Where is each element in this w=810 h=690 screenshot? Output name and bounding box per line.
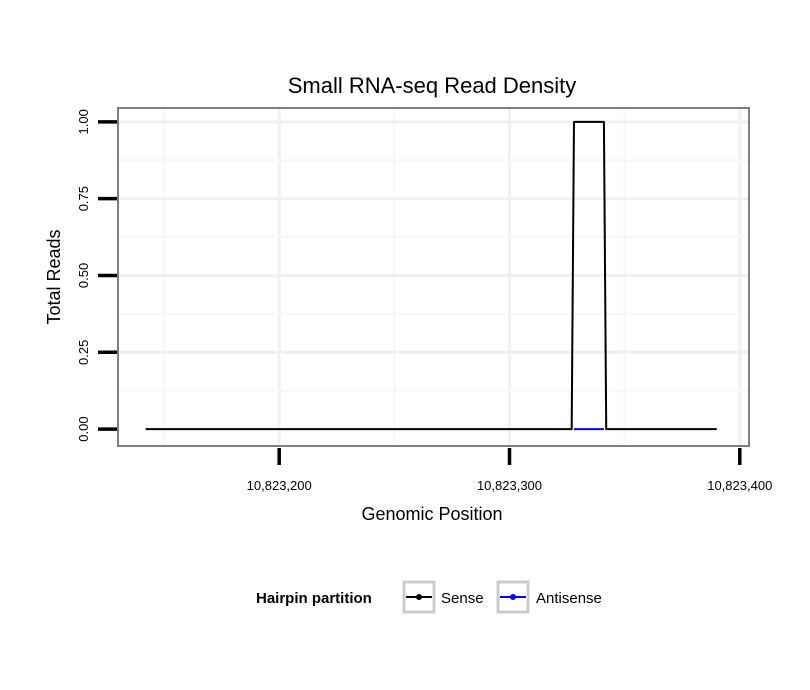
x-axis-title: Genomic Position xyxy=(361,504,502,524)
y-tick-label: 0.75 xyxy=(76,186,91,211)
grid xyxy=(119,109,748,445)
series-line-sense xyxy=(145,120,717,431)
y-axis-title: Total Reads xyxy=(44,229,64,324)
series-lines xyxy=(145,120,717,431)
legend-label-antisense: Antisense xyxy=(536,590,602,607)
legend-title: Hairpin partition xyxy=(256,590,372,607)
y-tick-label: 0.50 xyxy=(76,263,91,288)
y-tick-label: 0.00 xyxy=(76,416,91,441)
x-axis: 10,823,200 10,823,300 10,823,400 xyxy=(247,448,772,493)
legend-point-sense xyxy=(416,594,422,600)
y-axis: 0.00 0.25 0.50 0.75 1.00 xyxy=(76,109,117,442)
x-tick-label: 10,823,400 xyxy=(707,478,772,493)
plot-panel xyxy=(117,107,750,447)
legend-point-antisense xyxy=(510,594,516,600)
x-tick-label: 10,823,200 xyxy=(247,478,312,493)
legend-label-sense: Sense xyxy=(441,590,484,607)
chart-title: Small RNA-seq Read Density xyxy=(288,73,577,98)
legend: Hairpin partition Sense Antisense xyxy=(256,580,602,614)
x-tick-label: 10,823,300 xyxy=(477,478,542,493)
y-tick-label: 0.25 xyxy=(76,340,91,365)
y-tick-label: 1.00 xyxy=(76,109,91,134)
